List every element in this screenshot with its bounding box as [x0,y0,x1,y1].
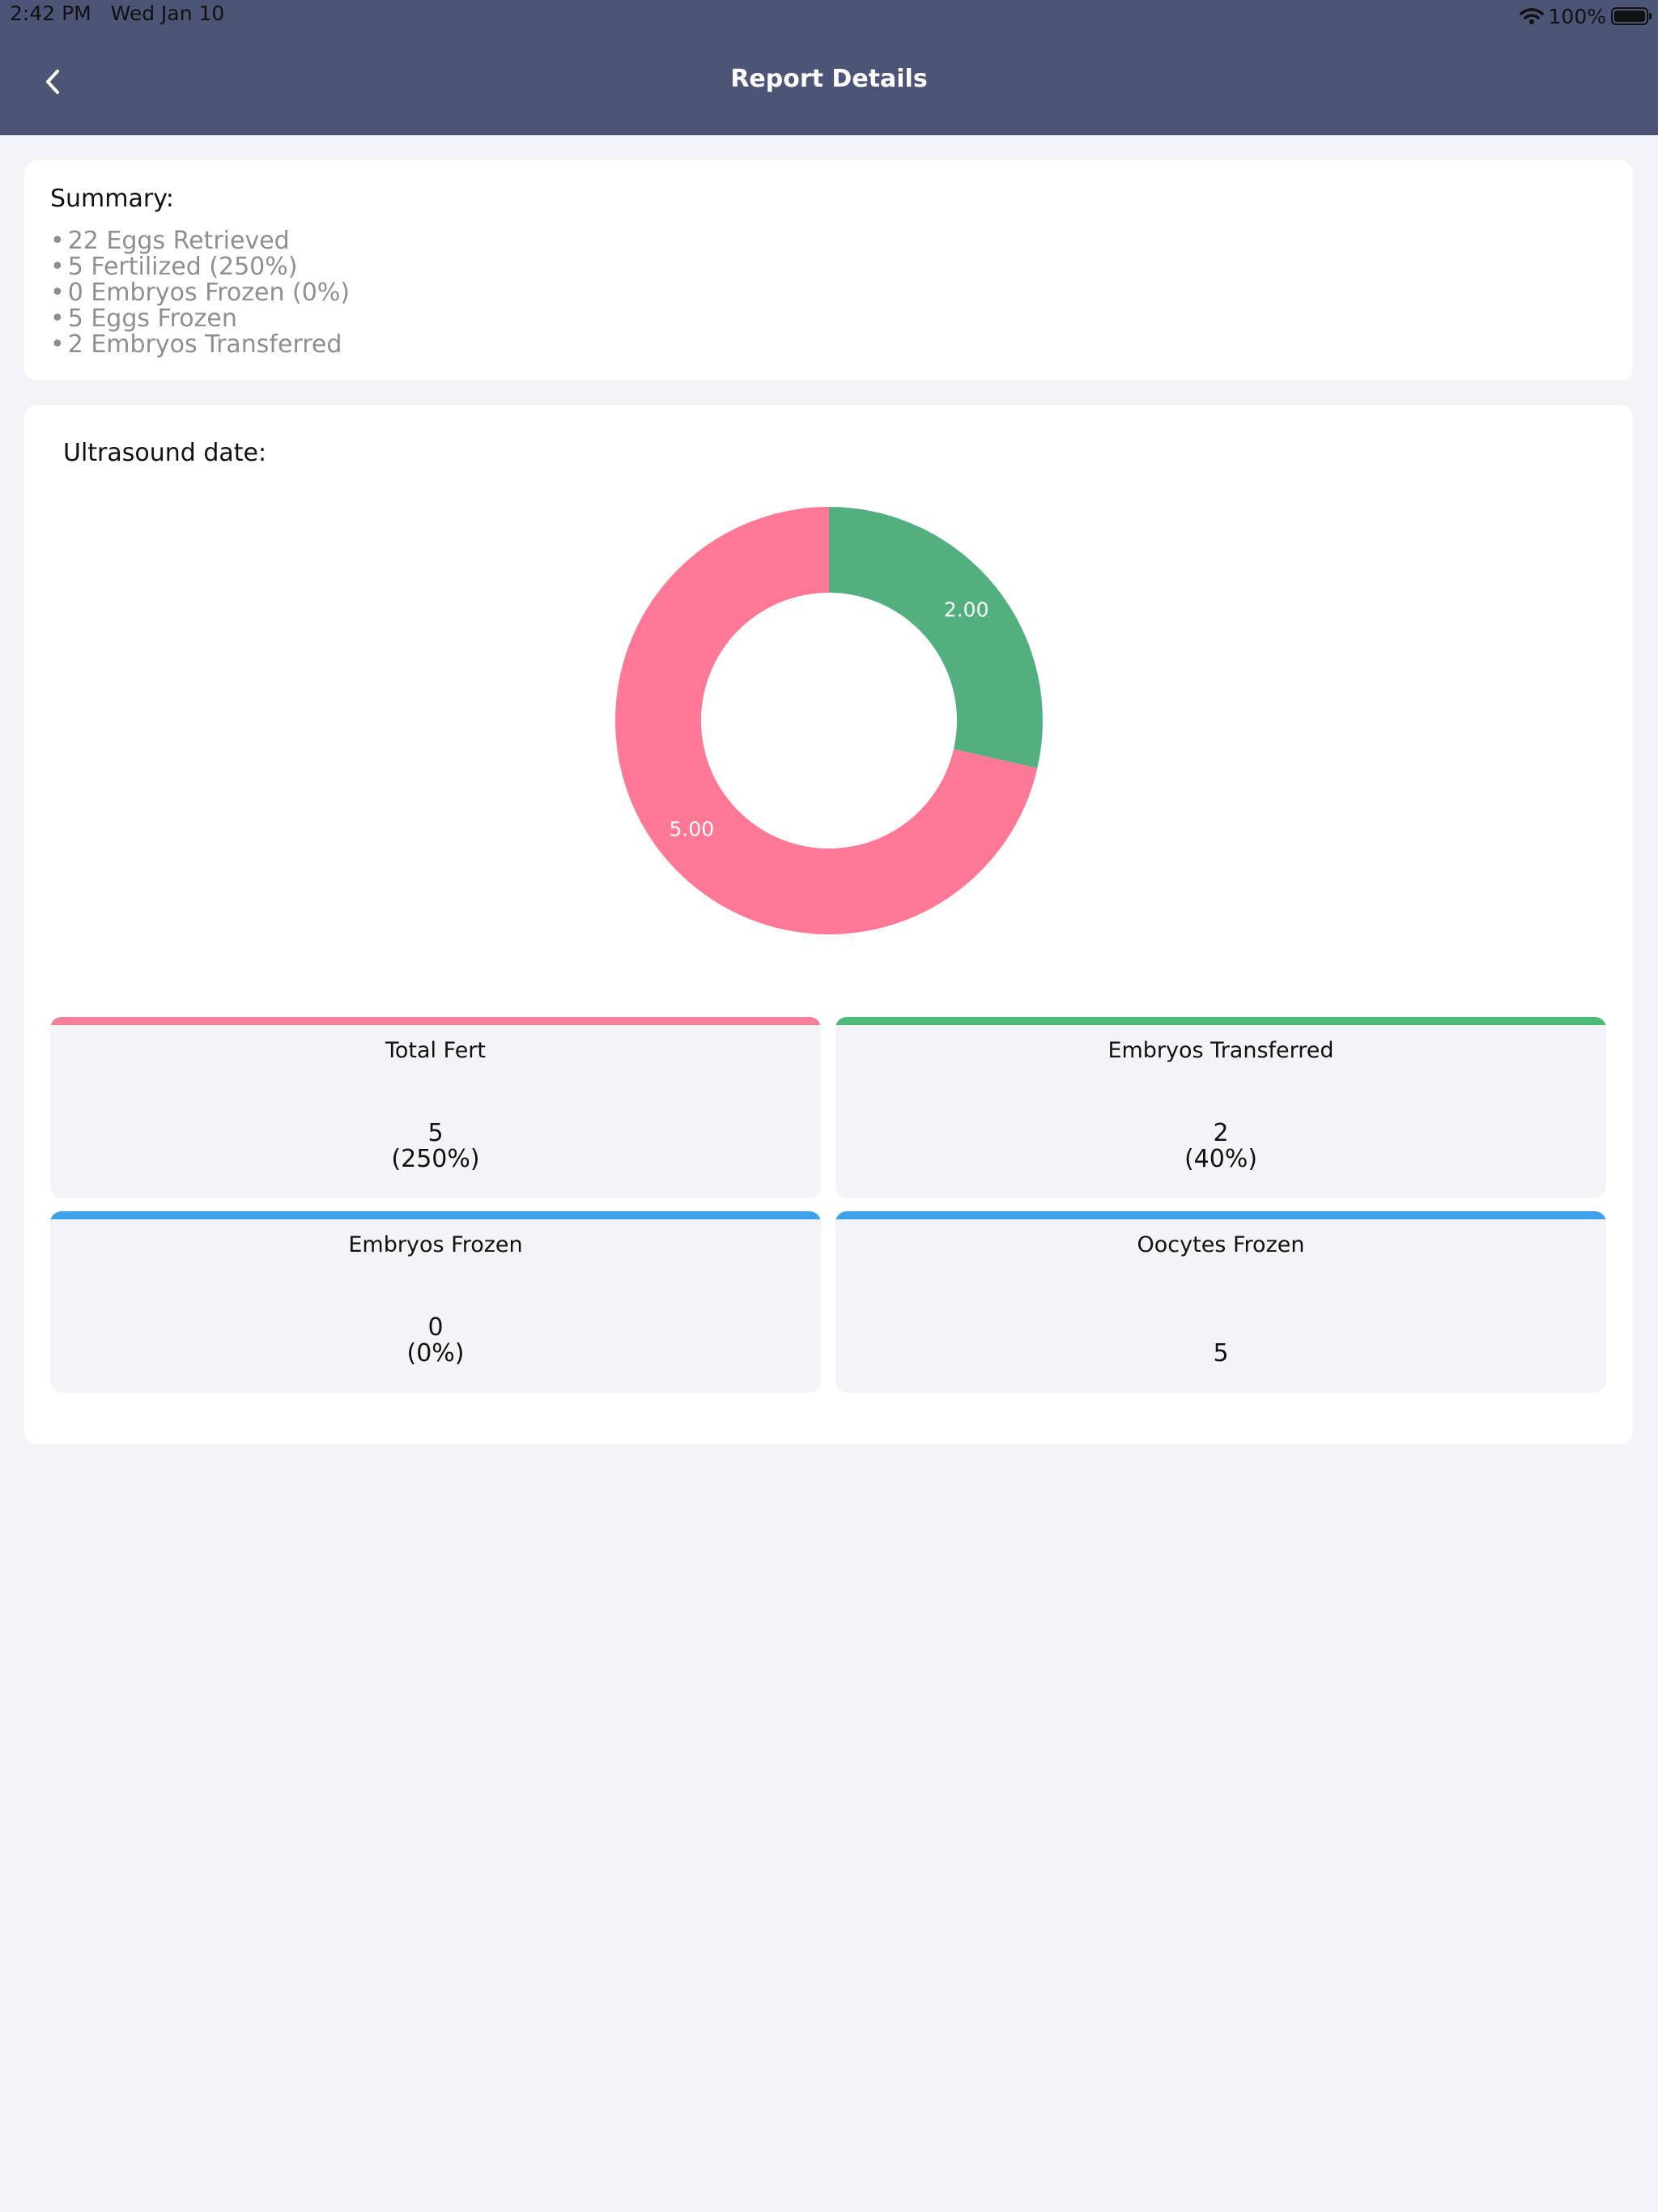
metric-percent: (0%) [406,1339,465,1368]
summary-list: 22 Eggs Retrieved 5 Fertilized (250%) 0 … [50,228,350,358]
metric-value: 0 (0%) [50,1315,821,1367]
metric-color-bar [50,1211,821,1219]
chart-title: Ultrasound date: [63,439,267,467]
summary-item: 22 Eggs Retrieved [50,228,350,254]
donut-slice-1 [614,507,1038,934]
metric-card-embryos-frozen: Embryos Frozen 0 (0%) [50,1211,821,1393]
metric-label: Total Fert [385,1038,486,1063]
donut-slice-0 [829,507,1043,768]
metric-card-embryos-transferred: Embryos Transferred 2 (40%) [835,1017,1606,1198]
page-title: Report Details [730,65,928,93]
summary-item: 5 Eggs Frozen [50,306,350,332]
metric-color-bar [835,1017,1606,1025]
metric-number: 0 [427,1313,444,1342]
summary-card: Summary: 22 Eggs Retrieved 5 Fertilized … [24,160,1633,381]
metric-label: Oocytes Frozen [1137,1232,1305,1257]
donut-chart: 2.00 5.00 [614,507,1043,934]
metric-color-bar [835,1211,1606,1219]
metric-number: 2 [1213,1119,1229,1147]
donut-slice-label: 2.00 [944,598,989,622]
battery-icon [1611,7,1652,25]
summary-item: 2 Embryos Transferred [50,332,350,358]
metric-percent: (40%) [1184,1145,1258,1173]
metric-value: 5 [835,1341,1606,1367]
back-button[interactable] [34,63,71,100]
metric-card-oocytes-frozen: Oocytes Frozen 5 [835,1211,1606,1393]
battery-percent: 100% [1548,4,1606,28]
status-date: Wed Jan 10 [110,2,225,25]
status-time-date: 2:42 PM Wed Jan 10 [10,2,224,25]
wifi-icon [1519,7,1544,25]
summary-item: 0 Embryos Frozen (0%) [50,280,350,306]
metric-color-bar [50,1017,821,1025]
status-time: 2:42 PM [10,2,91,25]
metric-percent: (250%) [391,1145,480,1173]
summary-item: 5 Fertilized (250%) [50,254,350,280]
header: 2:42 PM Wed Jan 10 100% Report Details [0,0,1658,135]
metric-number: 5 [427,1119,444,1147]
summary-title: Summary: [50,185,174,213]
metric-value: 5 (250%) [50,1121,821,1172]
metric-number: 5 [1213,1339,1229,1368]
donut-slice-label: 5.00 [670,817,715,840]
chart-card: Ultrasound date: 2.00 5.00 Total Fert 5 (2… [24,405,1633,1444]
metric-label: Embryos Frozen [348,1232,523,1257]
status-indicators: 100% [1519,2,1652,31]
metric-card-total-fert: Total Fert 5 (250%) [50,1017,821,1198]
metric-value: 2 (40%) [835,1121,1606,1172]
chevron-left-icon [46,70,59,94]
metric-label: Embryos Transferred [1107,1038,1334,1063]
